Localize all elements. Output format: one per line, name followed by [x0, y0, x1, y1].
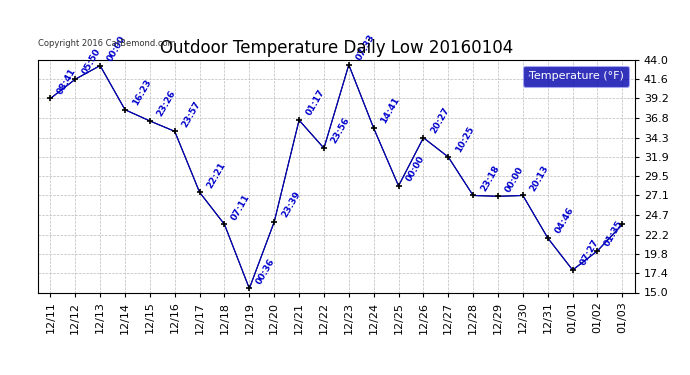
Text: 07:11: 07:11: [230, 192, 252, 222]
Text: 01:17: 01:17: [304, 88, 327, 117]
Text: Copyright 2016 CarBemond.com: Copyright 2016 CarBemond.com: [38, 39, 176, 48]
Text: 10:25: 10:25: [454, 125, 476, 154]
Text: 08:41: 08:41: [56, 66, 78, 96]
Text: 16:23: 16:23: [130, 78, 152, 107]
Text: 00:00: 00:00: [106, 34, 128, 63]
Text: 23:57: 23:57: [180, 99, 202, 129]
Text: 07:27: 07:27: [578, 238, 600, 267]
Title: Outdoor Temperature Daily Low 20160104: Outdoor Temperature Daily Low 20160104: [160, 39, 513, 57]
Text: 05:50: 05:50: [81, 47, 103, 76]
Text: 20:13: 20:13: [529, 164, 551, 193]
Text: 23:56: 23:56: [330, 116, 352, 146]
Text: 20:27: 20:27: [429, 106, 451, 135]
Text: 00:36: 00:36: [255, 256, 277, 286]
Text: 23:39: 23:39: [279, 190, 302, 219]
Text: 23:18: 23:18: [479, 164, 501, 193]
Text: 04:46: 04:46: [553, 206, 575, 235]
Text: 00:00: 00:00: [404, 154, 426, 183]
Text: 14:41: 14:41: [380, 96, 402, 125]
Text: 01:35: 01:35: [603, 219, 625, 248]
Text: 00:00: 00:00: [504, 165, 525, 194]
Legend: Temperature (°F): Temperature (°F): [523, 66, 629, 87]
Text: 22:21: 22:21: [205, 160, 227, 189]
Text: 07:33: 07:33: [355, 33, 377, 62]
Text: 23:26: 23:26: [155, 89, 177, 118]
